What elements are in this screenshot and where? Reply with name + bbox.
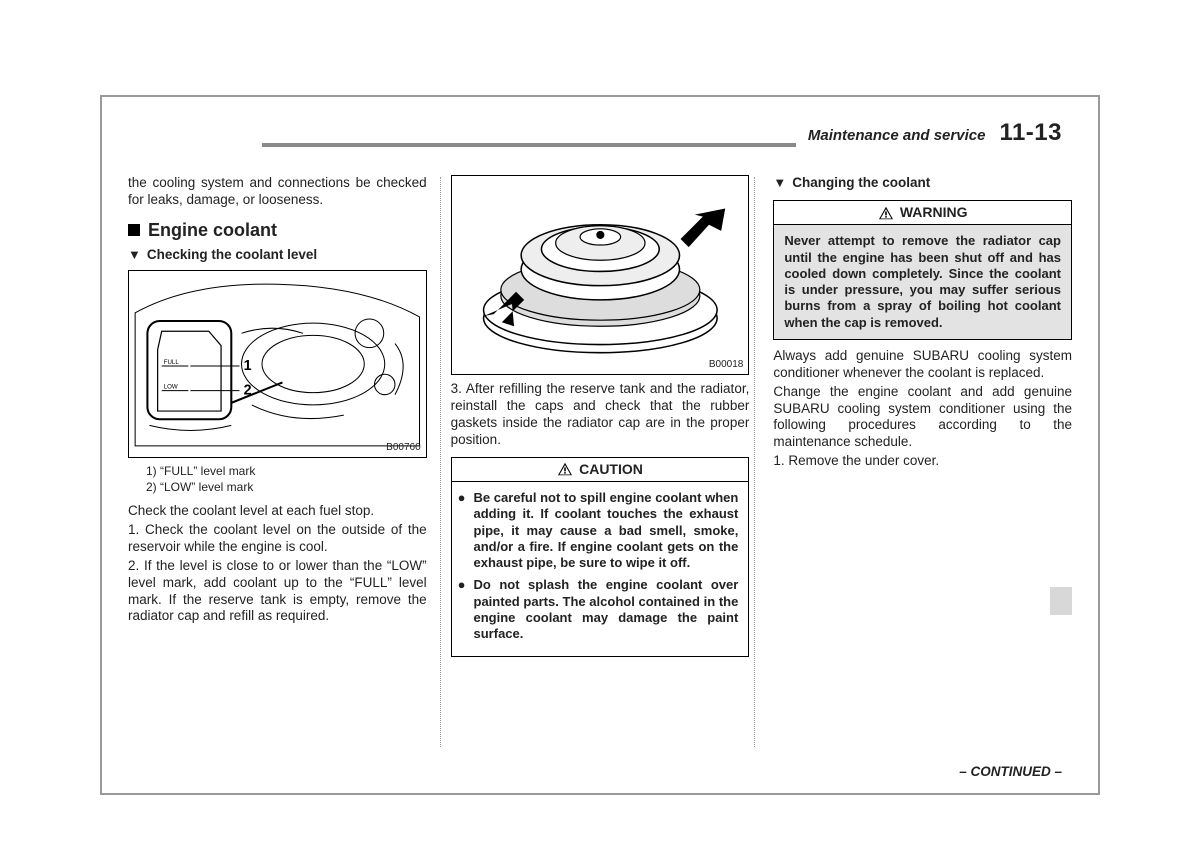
warning-title-text: WARNING	[900, 204, 968, 222]
triangle-icon: ▼	[773, 175, 786, 191]
subheading-changing-coolant: ▼ Changing the coolant	[773, 175, 1072, 192]
legend-item: 1) “FULL” level mark	[146, 464, 427, 479]
heading-text: Engine coolant	[148, 219, 277, 242]
thumb-index-tab	[1050, 587, 1072, 615]
radiator-cap-illustration	[452, 176, 749, 374]
body-text: Check the coolant level at each fuel sto…	[128, 503, 427, 520]
warning-title-bar: WARNING	[774, 201, 1071, 226]
page-header: Maintenance and service 11-13	[796, 119, 1062, 147]
bullet-icon: ●	[458, 577, 466, 642]
caution-box: CAUTION ●Be careful not to spill engine …	[451, 457, 750, 658]
caution-text: Be careful not to spill engine coolant w…	[474, 490, 739, 571]
body-text: Always add genuine SUBARU cooling system…	[773, 348, 1072, 382]
legend-item: 2) “LOW” level mark	[146, 480, 427, 495]
caution-title-text: CAUTION	[579, 461, 643, 479]
body-text: 2. If the level is close to or lower tha…	[128, 558, 427, 626]
warning-box: WARNING Never attempt to remove the radi…	[773, 200, 1072, 340]
triangle-icon: ▼	[128, 247, 141, 263]
manual-page: Maintenance and service 11-13 the coolin…	[100, 95, 1100, 795]
callout-1: 1	[244, 358, 252, 374]
warning-triangle-icon	[878, 206, 894, 220]
column-separator	[440, 177, 441, 747]
page-number: 11-13	[999, 119, 1062, 147]
intro-text: the cooling system and connections be ch…	[128, 175, 427, 209]
engine-bay-illustration: FULL LOW 1 2	[129, 271, 426, 457]
subheading-text: Changing the coolant	[792, 175, 930, 192]
warning-triangle-icon	[557, 462, 573, 476]
body-text: Change the engine coolant and add genuin…	[773, 384, 1072, 452]
caution-item: ●Do not splash the engine coolant over p…	[458, 577, 739, 642]
subheading-check-level: ▼ Checking the coolant level	[128, 247, 427, 264]
column-separator	[754, 177, 755, 747]
square-bullet-icon	[128, 224, 140, 236]
caution-item: ●Be careful not to spill engine coolant …	[458, 490, 739, 571]
subheading-text: Checking the coolant level	[147, 247, 317, 264]
column-middle: B00018 3. After refilling the reserve ta…	[451, 175, 750, 755]
caution-body: ●Be careful not to spill engine coolant …	[452, 482, 749, 656]
body-text: 1. Remove the under cover.	[773, 453, 1072, 470]
caution-text: Do not splash the engine coolant over pa…	[474, 577, 739, 642]
body-text: 3. After refilling the reserve tank and …	[451, 381, 750, 449]
figure-legend: 1) “FULL” level mark 2) “LOW” level mark	[146, 464, 427, 495]
column-right: ▼ Changing the coolant WARNING Never att…	[773, 175, 1072, 755]
column-left: the cooling system and connections be ch…	[128, 175, 427, 755]
warning-body: Never attempt to remove the radiator cap…	[774, 225, 1071, 339]
low-mark-label: LOW	[164, 384, 178, 391]
caution-title-bar: CAUTION	[452, 458, 749, 483]
callout-2: 2	[244, 383, 252, 399]
body-text: 1. Check the coolant level on the outsid…	[128, 522, 427, 556]
bullet-icon: ●	[458, 490, 466, 571]
figure-code: B00760	[386, 442, 420, 455]
continued-marker: – CONTINUED –	[959, 764, 1062, 779]
content-columns: the cooling system and connections be ch…	[128, 175, 1072, 755]
section-name: Maintenance and service	[808, 127, 986, 144]
full-mark-label: FULL	[164, 359, 180, 366]
figure-engine-bay: FULL LOW 1 2 B00760	[128, 270, 427, 458]
heading-engine-coolant: Engine coolant	[128, 219, 427, 242]
figure-code: B00018	[709, 359, 743, 372]
figure-radiator-cap: B00018	[451, 175, 750, 375]
